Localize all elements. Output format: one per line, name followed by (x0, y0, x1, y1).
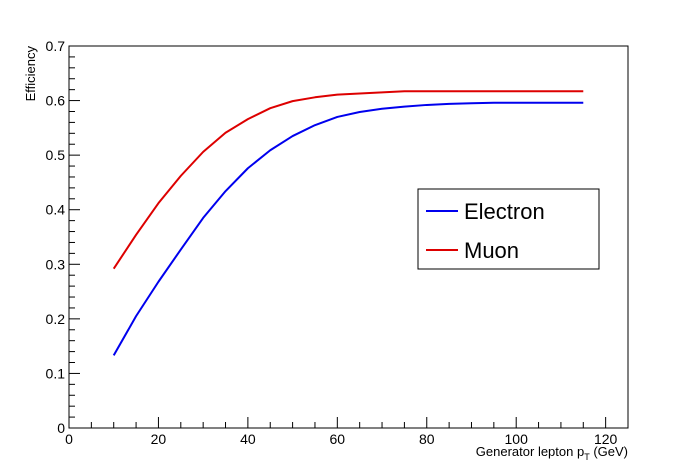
x-tick-label: 80 (419, 431, 435, 447)
y-axis-title: Efficiency (23, 46, 38, 102)
y-tick-label: 0.2 (46, 311, 66, 327)
x-tick-label: 0 (65, 431, 73, 447)
plot-frame (68, 45, 629, 429)
x-tick-label: 20 (151, 431, 167, 447)
x-axis-title: Generator lepton pT (GeV) (476, 444, 628, 462)
legend-label: Electron (464, 199, 545, 224)
y-tick-label: 0.3 (46, 256, 66, 272)
legend-box (417, 188, 600, 270)
y-tick-label: 0 (57, 420, 65, 436)
y-tick-label: 0.7 (46, 38, 66, 54)
y-tick-label: 0.6 (46, 93, 66, 109)
y-tick-label: 0.5 (46, 147, 66, 163)
axes-layer: 0 20 40 60 80 100 120 0 0.1 0.2 0.3 0.4 0.5 0.6 0.7 Gen… (23, 38, 629, 462)
legend-label: Muon (464, 238, 519, 263)
y-tick-label: 0.4 (46, 202, 66, 218)
x-tick-label: 120 (594, 431, 618, 447)
series-line-muon (112, 90, 584, 270)
series-layer (112, 90, 584, 356)
x-tick-label: 60 (330, 431, 346, 447)
legend: Electron Muon (417, 188, 600, 270)
x-tick-label: 100 (505, 431, 529, 447)
series-line-electron (112, 101, 584, 356)
x-tick-label: 40 (240, 431, 256, 447)
y-tick-label: 0.1 (46, 365, 66, 381)
